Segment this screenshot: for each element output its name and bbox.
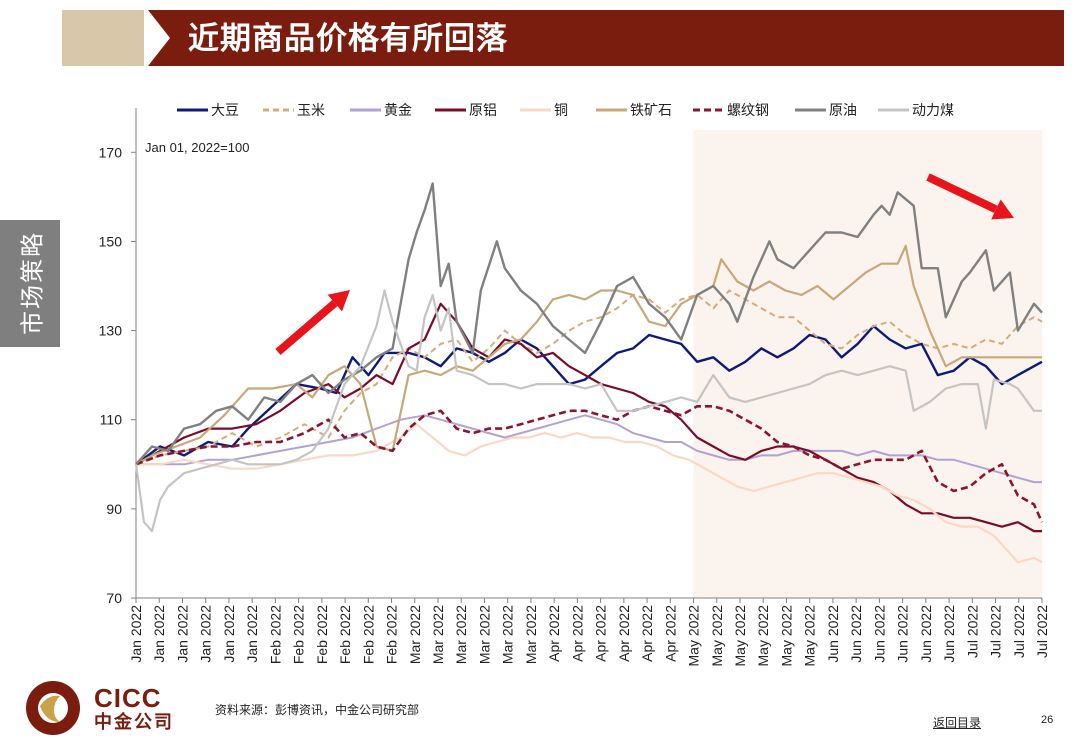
series-line-螺纹钢 — [135, 405, 1044, 523]
legend-item-铜: 铜 — [520, 102, 568, 118]
y-tick-label: 90 — [106, 501, 122, 517]
header-accent — [62, 10, 144, 66]
x-tick-label: Jul 2022 — [1011, 605, 1027, 658]
base-date-annotation: Jan 01, 2022=100 — [145, 140, 249, 155]
x-tick-label: Feb 2022 — [360, 605, 376, 664]
x-tick-label: Jan 2022 — [128, 605, 144, 663]
legend-label: 动力煤 — [912, 102, 954, 118]
legend-item-动力煤: 动力煤 — [878, 102, 954, 118]
y-tick-label: 70 — [106, 590, 122, 606]
x-tick-label: Mar 2022 — [500, 605, 516, 664]
x-tick-label: May 2022 — [732, 605, 748, 667]
x-tick-label: Mar 2022 — [430, 605, 446, 664]
page-number: 26 — [1041, 714, 1054, 726]
x-tick-label: May 2022 — [686, 605, 702, 667]
legend-item-原铝: 原铝 — [435, 102, 497, 118]
legend-item-玉米: 玉米 — [263, 102, 325, 118]
x-tick-label: Jan 2022 — [244, 605, 260, 663]
x-tick-label: Apr 2022 — [616, 605, 632, 662]
legend-item-黄金: 黄金 — [350, 102, 412, 118]
x-tick-label: May 2022 — [755, 605, 771, 667]
x-tick-label: Jul 2022 — [964, 605, 980, 658]
x-tick-label: Jun 2022 — [825, 605, 841, 663]
series-line-铜 — [136, 423, 1043, 564]
x-tick-label: Jan 2022 — [198, 605, 214, 663]
x-tick-label: Feb 2022 — [314, 605, 330, 664]
logo-text-en: CICC — [94, 683, 162, 713]
x-tick-label: Apr 2022 — [546, 605, 562, 662]
y-tick-label: 130 — [99, 323, 123, 339]
x-tick-label: Mar 2022 — [523, 605, 539, 664]
legend-label: 玉米 — [297, 102, 325, 118]
x-tick-label: Jun 2022 — [918, 605, 934, 663]
x-tick-label: Mar 2022 — [453, 605, 469, 664]
header-bar — [148, 10, 1064, 66]
legend-label: 大豆 — [211, 102, 239, 118]
x-tick-label: Jun 2022 — [895, 605, 911, 663]
cicc-logo-icon — [26, 681, 80, 735]
legend-item-螺纹钢: 螺纹钢 — [693, 102, 769, 118]
source-note: 资料来源：彭博资讯，中金公司研究部 — [215, 703, 420, 717]
x-tick-label: Jan 2022 — [221, 605, 237, 663]
slide-title: 近期商品价格有所回落 — [188, 21, 508, 56]
back-to-contents-link[interactable]: 返回目录 — [933, 716, 982, 730]
x-tick-label: Apr 2022 — [569, 605, 585, 662]
series-line-玉米 — [135, 289, 1043, 466]
x-tick-label: Jan 2022 — [151, 605, 167, 663]
legend-item-原油: 原油 — [795, 102, 857, 118]
x-tick-label: Feb 2022 — [267, 605, 283, 664]
legend-label: 黄金 — [384, 102, 412, 118]
x-tick-label: Jul 2022 — [1034, 605, 1050, 658]
legend-label: 铁矿石 — [630, 102, 672, 118]
series-line-原铝 — [135, 302, 1042, 533]
y-tick-label: 150 — [99, 233, 123, 249]
logo-text-cn: 中金公司 — [94, 712, 174, 732]
x-tick-label: Apr 2022 — [662, 605, 678, 662]
x-tick-label: Mar 2022 — [407, 605, 423, 664]
recent-period-shading — [693, 130, 1042, 598]
series-line-大豆 — [135, 324, 1043, 466]
x-tick-label: Jun 2022 — [871, 605, 887, 663]
x-tick-label: May 2022 — [802, 605, 818, 667]
falling-trend-arrow-icon — [926, 173, 1014, 220]
legend-label: 螺纹钢 — [727, 102, 769, 118]
section-tab[interactable] — [0, 220, 60, 347]
series-line-动力煤 — [134, 289, 1042, 533]
y-tick-label: 110 — [100, 412, 123, 428]
legend-item-大豆: 大豆 — [177, 102, 239, 118]
legend-item-铁矿石: 铁矿石 — [596, 102, 672, 118]
x-tick-label: Feb 2022 — [337, 605, 353, 664]
series-line-黄金 — [136, 414, 1042, 484]
legend-label: 铜 — [554, 102, 568, 118]
x-tick-label: Feb 2022 — [384, 605, 400, 664]
series-line-原油 — [135, 182, 1043, 466]
rising-trend-arrow-icon — [275, 290, 350, 356]
y-tick-label: 170 — [99, 144, 123, 160]
x-tick-label: Jun 2022 — [848, 605, 864, 663]
x-tick-label: Apr 2022 — [639, 605, 655, 662]
x-tick-label: Jan 2022 — [174, 605, 190, 663]
x-tick-label: Feb 2022 — [291, 605, 307, 664]
legend-label: 原油 — [829, 102, 857, 118]
x-tick-label: Jul 2022 — [988, 605, 1004, 658]
x-tick-label: May 2022 — [778, 605, 794, 667]
x-tick-label: Jun 2022 — [941, 605, 957, 663]
x-tick-label: Mar 2022 — [476, 605, 492, 664]
legend-label: 原铝 — [469, 102, 497, 118]
x-tick-label: Apr 2022 — [593, 605, 609, 662]
series-line-铁矿石 — [135, 244, 1042, 466]
x-tick-label: May 2022 — [709, 605, 725, 667]
